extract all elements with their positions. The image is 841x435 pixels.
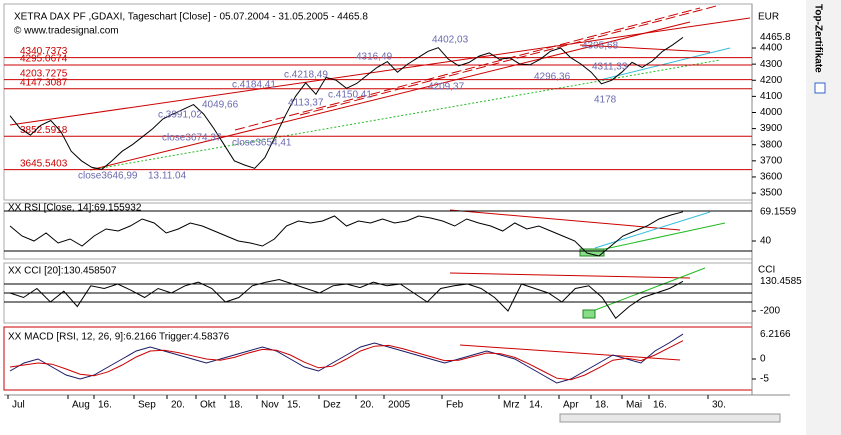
annotation: close3654,41 — [232, 138, 292, 149]
x-tick-label: Apr — [563, 400, 579, 411]
chart-title: XETRA DAX PF ,GDAXI, Tageschart [Close] … — [14, 12, 368, 23]
annotation: 4316,49 — [356, 52, 393, 63]
series-line — [9, 340, 684, 381]
trendlines — [9, 4, 751, 361]
horizontal-line-label: 4295.0674 — [20, 54, 68, 65]
x-tick-label: Feb — [446, 400, 464, 411]
last-value-label: 69.1559 — [760, 206, 797, 217]
annotation: c.3991,02 — [158, 110, 202, 121]
macd-title: XX MACD [RSI, 12, 26, 9]:6.2166 Trigger:… — [8, 332, 230, 343]
x-tick-label: 20. — [360, 400, 374, 411]
x-tick-label: 2005 — [388, 400, 411, 411]
x-tick-label: 20. — [171, 400, 185, 411]
y-tick-label: 3600 — [760, 172, 783, 183]
x-tick-label: Dez — [323, 400, 341, 411]
series-line — [9, 333, 684, 384]
y-tick-label: 40 — [760, 236, 772, 247]
y-tick-label: 0 — [760, 354, 766, 365]
annotation: c.4218,49 — [284, 70, 328, 81]
last-value-label: 6.2166 — [760, 329, 791, 340]
annotation: 4296,36 — [534, 72, 571, 83]
annotation: 13.11.04 — [148, 171, 187, 182]
annotation: 4311,33 — [592, 62, 628, 73]
series-line — [9, 211, 684, 257]
annotation: 4209,37 — [428, 82, 465, 93]
x-tick-label: Aug — [72, 400, 90, 411]
y-tick-label: 3800 — [760, 139, 783, 150]
annotation: 4305,68 — [582, 41, 619, 52]
y-tick-label: -200 — [760, 306, 780, 317]
x-tick-label: Sep — [138, 400, 156, 411]
horizontal-line-label: 3645.5403 — [20, 158, 68, 169]
annotation: close3674,37 — [162, 133, 222, 144]
annotation: 4049,66 — [202, 100, 239, 111]
annotation: c.4150,41 — [328, 90, 372, 101]
y-tick-label: 3700 — [760, 155, 783, 166]
y-tick-label: 3900 — [760, 123, 783, 134]
sidebar-label[interactable]: Top-Zertifikate — [812, 4, 823, 73]
x-tick-label: 15. — [287, 400, 301, 411]
x-tick-label: Mrz — [503, 400, 520, 411]
horizontal-line-label: 4147.3087 — [20, 77, 68, 88]
x-tick-label: 16. — [653, 400, 667, 411]
x-tick-label: 14. — [529, 400, 543, 411]
horizontal-line-label: 4203.7275 — [20, 68, 68, 79]
series-line — [9, 278, 684, 319]
x-tick-label: Mai — [626, 400, 642, 411]
sidebar-icon[interactable] — [814, 82, 826, 94]
unit: EUR — [758, 12, 779, 23]
rsi-title: XX RSI [Close, 14]:69.155932 — [8, 203, 142, 214]
y-tick-label: 4100 — [760, 91, 783, 102]
series-line — [9, 36, 684, 170]
y-tick-label: 4400 — [760, 43, 783, 54]
horizontal-line-label: 3852.5918 — [20, 125, 68, 136]
sidebar — [806, 0, 841, 435]
x-tick-label: Okt — [200, 400, 216, 411]
x-tick-label: 16. — [98, 400, 112, 411]
cci-axis-label: CCI — [758, 265, 775, 276]
annotation: 4402,03 — [432, 35, 469, 46]
x-tick-label: 18. — [229, 400, 243, 411]
horizontal-line-label: 4340.7373 — [20, 46, 68, 57]
scrollbar[interactable] — [559, 413, 781, 423]
x-tick-label: 18. — [595, 400, 609, 411]
annotation: c.4184,41 — [232, 80, 276, 91]
x-tick-label: Jul — [12, 400, 25, 411]
y-tick-label: 4300 — [760, 59, 783, 70]
y-tick-label: -5 — [760, 374, 769, 385]
x-tick-label: Nov — [261, 400, 279, 411]
cci-title: XX CCI [20]:130.458507 — [8, 266, 117, 277]
y-tick-label: 4200 — [760, 75, 783, 86]
y-tick-label: 3500 — [760, 188, 783, 199]
last-value-label: 130.4585 — [760, 276, 802, 287]
x-tick-label: 30. — [712, 400, 726, 411]
last-value-label: 4465.8 — [760, 32, 791, 43]
y-tick-label: 4000 — [760, 107, 783, 118]
annotation: close3646,99 — [78, 171, 138, 182]
annotation: 4113,37 — [288, 98, 324, 109]
annotation: 4178 — [594, 95, 617, 106]
source: © www.tradesignal.com — [14, 26, 119, 37]
